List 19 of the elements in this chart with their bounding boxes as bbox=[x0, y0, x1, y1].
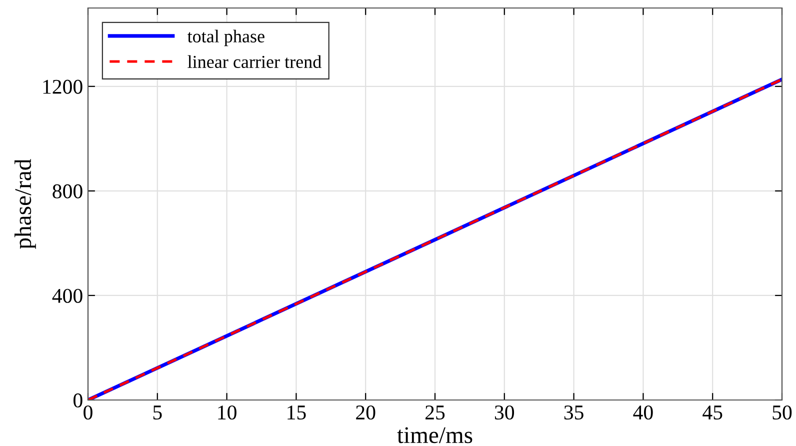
x-tick-label: 35 bbox=[564, 406, 584, 420]
x-tick-label: 10 bbox=[218, 405, 236, 420]
x-tick-label: 30 bbox=[494, 405, 514, 420]
x-tick-label: 40 bbox=[633, 405, 653, 420]
y-tick-label: 0 bbox=[74, 393, 82, 408]
x-tick-label: 25 bbox=[426, 406, 445, 420]
y-tick-label: 800 bbox=[52, 184, 82, 198]
x-tick-label: 50 bbox=[772, 405, 792, 420]
legend-label: linear carrier trend bbox=[188, 55, 322, 68]
legend-label: total phase bbox=[187, 30, 264, 46]
x-axis-title: time/ms bbox=[397, 427, 472, 444]
x-tick-label: 45 bbox=[702, 406, 722, 420]
x-tick-label: 0 bbox=[84, 405, 92, 420]
y-tick-label: 400 bbox=[52, 288, 82, 303]
x-tick-label: 20 bbox=[356, 405, 376, 420]
x-tick-label: 15 bbox=[288, 406, 306, 420]
x-tick-label: 5 bbox=[153, 406, 162, 420]
y-axis-title: phase/rad bbox=[14, 159, 36, 249]
y-tick-label: 1200 bbox=[43, 80, 82, 94]
